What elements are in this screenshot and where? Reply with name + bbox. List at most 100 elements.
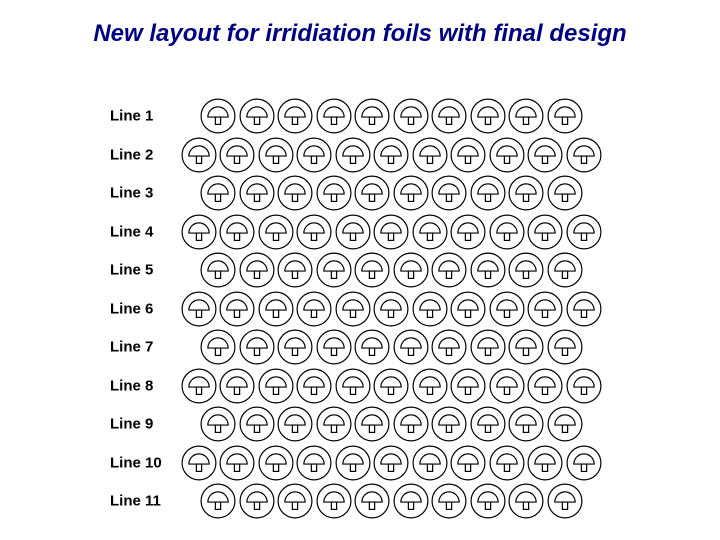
foil-icon <box>258 214 293 249</box>
foil-icon <box>547 484 582 519</box>
foil-icon <box>239 330 274 365</box>
foil-icon <box>470 407 505 442</box>
foil-icon <box>374 214 409 249</box>
foil-icon <box>239 253 274 288</box>
foil-icon <box>528 214 563 249</box>
foil-icon <box>374 137 409 172</box>
foil-icon <box>489 214 524 249</box>
foil-icon <box>566 445 601 480</box>
row-label: Line 10 <box>110 454 162 471</box>
foil-icon <box>278 330 313 365</box>
foil-icon <box>220 291 255 326</box>
foil-icon <box>316 407 351 442</box>
foil-icon <box>374 445 409 480</box>
foil-icon <box>412 445 447 480</box>
foil-icon <box>355 484 390 519</box>
foil-icon <box>220 214 255 249</box>
foil-icon <box>316 330 351 365</box>
foil-icon <box>393 330 428 365</box>
foil-icon <box>201 176 236 211</box>
foil-icon <box>470 99 505 134</box>
foil-icon <box>470 484 505 519</box>
foil-icon <box>278 407 313 442</box>
foil-icon <box>374 368 409 403</box>
foil-icon <box>451 137 486 172</box>
foil-icon <box>335 291 370 326</box>
foil-icon <box>239 484 274 519</box>
foil-icon <box>489 291 524 326</box>
foil-icon <box>393 407 428 442</box>
row-label: Line 7 <box>110 339 153 356</box>
foil-icon <box>201 99 236 134</box>
foil-icon <box>566 291 601 326</box>
foil-icon <box>258 445 293 480</box>
foil-icon <box>220 445 255 480</box>
foil-icon <box>509 484 544 519</box>
row-label: Line 8 <box>110 377 153 394</box>
foil-icon <box>509 253 544 288</box>
foil-icon <box>278 176 313 211</box>
row-label: Line 5 <box>110 262 153 279</box>
foil-icon <box>181 445 216 480</box>
foil-icon <box>335 137 370 172</box>
foil-icon <box>355 99 390 134</box>
row-label: Line 2 <box>110 146 153 163</box>
foil-icon <box>412 137 447 172</box>
foil-icon <box>201 484 236 519</box>
row-label: Line 6 <box>110 300 153 317</box>
foil-icon <box>239 176 274 211</box>
foil-icon <box>451 291 486 326</box>
foil-icon <box>258 291 293 326</box>
foil-icon <box>470 176 505 211</box>
foil-icon <box>220 368 255 403</box>
foil-icon <box>509 407 544 442</box>
foil-icon <box>239 99 274 134</box>
foil-icon <box>297 445 332 480</box>
foil-icon <box>489 368 524 403</box>
foil-icon <box>335 214 370 249</box>
foil-icon <box>355 330 390 365</box>
foil-icon <box>258 137 293 172</box>
foil-icon <box>432 330 467 365</box>
foil-icon <box>355 253 390 288</box>
foil-icon <box>393 484 428 519</box>
foil-icon <box>316 176 351 211</box>
foil-icon <box>547 330 582 365</box>
foil-icon <box>278 484 313 519</box>
foil-icon <box>547 176 582 211</box>
foil-icon <box>181 368 216 403</box>
foil-icon <box>335 445 370 480</box>
foil-icon <box>470 253 505 288</box>
foil-icon <box>393 253 428 288</box>
foil-icon <box>451 368 486 403</box>
foil-icon <box>566 214 601 249</box>
foil-icon <box>489 445 524 480</box>
foil-icon <box>412 368 447 403</box>
foil-icon <box>297 137 332 172</box>
foil-icon <box>489 137 524 172</box>
foil-icon <box>297 368 332 403</box>
foil-icon <box>278 253 313 288</box>
foil-icon <box>509 99 544 134</box>
foil-icon <box>528 137 563 172</box>
foil-icon <box>297 291 332 326</box>
foil-icon <box>220 137 255 172</box>
foil-icon <box>278 99 313 134</box>
foil-icon <box>374 291 409 326</box>
foil-icon <box>451 445 486 480</box>
row-label: Line 11 <box>110 493 161 510</box>
foil-icon <box>528 445 563 480</box>
foil-icon <box>316 484 351 519</box>
foil-icon <box>412 214 447 249</box>
foil-icon <box>509 176 544 211</box>
foil-icon <box>412 291 447 326</box>
row-label: Line 1 <box>110 108 153 125</box>
foil-icon <box>393 99 428 134</box>
foil-icon <box>509 330 544 365</box>
foil-icon <box>201 330 236 365</box>
foil-icon <box>432 484 467 519</box>
foil-icon <box>470 330 505 365</box>
page-title: New layout for irridiation foils with fi… <box>0 20 720 48</box>
row-label: Line 4 <box>110 223 153 240</box>
foil-icon <box>432 253 467 288</box>
